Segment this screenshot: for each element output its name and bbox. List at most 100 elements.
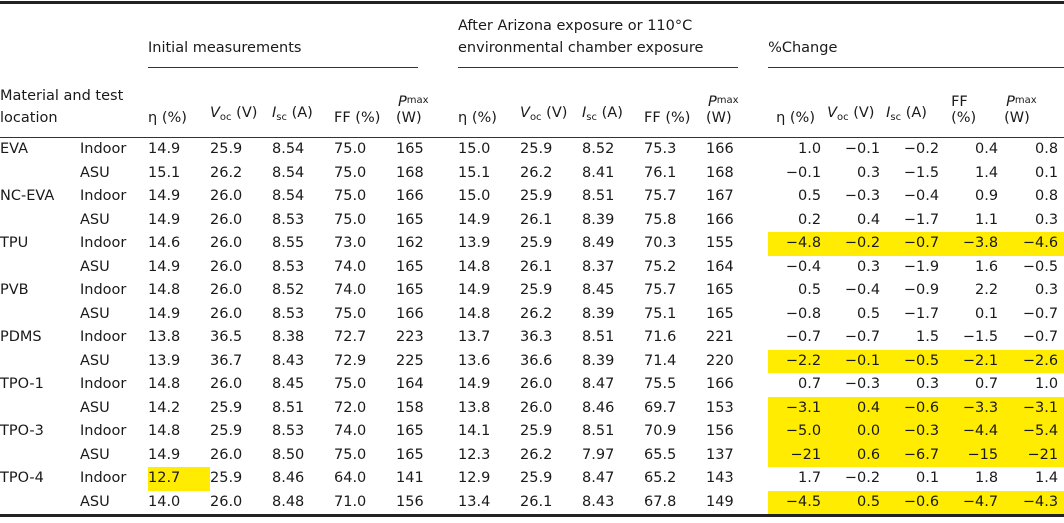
initial-value-cell: 158 (396, 399, 424, 416)
change-value-cell: −3.8 (945, 232, 1005, 256)
initial-col-header-2: Isc (A) (272, 68, 334, 138)
after-value-cell: 65.2 (644, 470, 677, 486)
initial-value-cell: 26.0 (210, 211, 243, 228)
after-value-cell: 8.39 (582, 352, 615, 369)
material-cell: TPU (0, 235, 29, 251)
table-row: ASU 14.9 26.0 8.53 74.0 165 14.8 26.1 8.37 75.2 16… (0, 256, 1064, 280)
initial-value-cell: 25.9 (210, 470, 243, 486)
change-value-cell: 0.1 (916, 470, 940, 486)
initial-value-cell: 14.8 (148, 282, 181, 298)
change-value-cell: 1.6 (975, 258, 999, 275)
change-value-cell: −4.7 (945, 490, 1005, 516)
change-value-cell: 1.1 (975, 211, 999, 228)
initial-value-cell: 14.9 (148, 211, 181, 228)
change-value-cell: −1.9 (903, 258, 940, 275)
initial-value-cell: 14.9 (148, 188, 181, 204)
after-value-cell: 14.9 (458, 376, 491, 392)
change-value-cell: 0.3 (857, 164, 881, 181)
table-row: PVB Indoor 14.8 26.0 8.52 74.0 165 14.9 25.9 8.45… (0, 279, 1064, 303)
after-value-cell: 8.45 (582, 282, 615, 298)
material-cell: TPO-1 (0, 376, 44, 392)
initial-value-cell: 74.0 (334, 258, 367, 275)
initial-value-cell: 25.9 (210, 399, 243, 416)
location-cell: Indoor (80, 235, 127, 251)
change-value-cell: −0.8 (785, 305, 822, 322)
after-value-cell: 8.49 (582, 235, 615, 251)
change-value-cell: −3.3 (945, 396, 1005, 420)
initial-value-cell: 8.53 (272, 258, 305, 275)
initial-value-cell: 166 (396, 188, 424, 204)
location-cell: ASU (80, 164, 110, 181)
initial-value-cell: 25.9 (210, 141, 243, 157)
after-value-cell: 25.9 (520, 282, 553, 298)
initial-value-cell: 162 (396, 235, 424, 251)
material-header-line2: location (0, 110, 58, 126)
change-value-cell: 0.8 (1035, 141, 1059, 157)
change-value-cell: −0.7 (785, 329, 822, 345)
change-value-cell: −0.3 (844, 188, 881, 204)
change-value-cell: −0.6 (886, 396, 946, 420)
initial-value-cell: 8.54 (272, 164, 305, 181)
table-row: TPO-1 Indoor 14.8 26.0 8.45 75.0 164 14.9 26.0 8.… (0, 373, 1064, 397)
change-value-cell: 0.4 (857, 211, 881, 228)
initial-value-cell: 8.55 (272, 235, 305, 251)
change-value-cell: −4.5 (768, 490, 828, 516)
change-value-cell: −0.7 (1022, 329, 1059, 345)
table-row: ASU 14.9 26.0 8.53 75.0 165 14.9 26.1 8.39 75.8 16… (0, 209, 1064, 233)
initial-value-cell: 165 (396, 446, 424, 463)
change-value-cell: −2.6 (1004, 349, 1064, 373)
initial-col-header-3: FF (%) (334, 68, 396, 138)
after-value-cell: 220 (706, 352, 734, 369)
change-value-cell: 0.5 (827, 490, 887, 516)
after-value-cell: 8.37 (582, 258, 615, 275)
change-value-cell: −0.5 (886, 349, 946, 373)
after-value-cell: 13.8 (458, 399, 491, 416)
initial-value-cell: 26.0 (210, 493, 243, 510)
location-cell: Indoor (80, 282, 127, 298)
after-value-cell: 15.1 (458, 164, 491, 181)
change-value-cell: −0.7 (844, 329, 881, 345)
initial-value-cell: 12.7 (148, 467, 210, 491)
material-cell (0, 256, 80, 280)
location-cell: ASU (80, 211, 110, 228)
after-value-cell: 26.2 (520, 164, 553, 181)
initial-col-header-0: η (%) (148, 68, 210, 138)
initial-value-cell: 165 (396, 141, 424, 157)
initial-value-cell: 26.0 (210, 282, 243, 298)
after-value-cell: 8.39 (582, 305, 615, 322)
initial-value-cell: 8.51 (272, 399, 305, 416)
change-value-cell: −0.2 (903, 141, 940, 157)
change-col-header-4: Pmax (W) (1004, 68, 1064, 138)
initial-value-cell: 225 (396, 352, 424, 369)
initial-value-cell: 168 (396, 164, 424, 181)
after-value-cell: 14.9 (458, 211, 491, 228)
table-row: TPO-3 Indoor 14.8 25.9 8.53 74.0 165 14.1 25.9 8.… (0, 420, 1064, 444)
initial-value-cell: 64.0 (334, 470, 367, 486)
change-value-cell: −4.3 (1004, 490, 1064, 516)
after-value-cell: 137 (706, 446, 734, 463)
material-cell (0, 444, 80, 468)
after-value-cell: 8.39 (582, 211, 615, 228)
after-value-cell: 26.2 (520, 446, 553, 463)
group-initial-label: Initial measurements (148, 37, 419, 68)
after-value-cell: 164 (706, 258, 734, 275)
change-value-cell: −0.1 (844, 141, 881, 157)
after-value-cell: 14.8 (458, 258, 491, 275)
after-col-header-2: Isc (A) (582, 68, 645, 138)
change-value-cell: 0.3 (1035, 282, 1059, 298)
after-value-cell: 75.5 (644, 376, 677, 392)
initial-value-cell: 166 (396, 305, 424, 322)
after-value-cell: 75.1 (644, 305, 677, 322)
after-value-cell: 36.3 (520, 329, 553, 345)
initial-value-cell: 14.6 (148, 235, 181, 251)
change-value-cell: 0.7 (975, 376, 999, 392)
initial-value-cell: 75.0 (334, 446, 367, 463)
after-value-cell: 165 (706, 282, 734, 298)
after-col-header-0: η (%) (458, 68, 521, 138)
initial-value-cell: 26.0 (210, 305, 243, 322)
initial-value-cell: 13.9 (148, 352, 181, 369)
change-value-cell: −0.7 (1022, 305, 1059, 322)
table-row: PDMS Indoor 13.8 36.5 8.38 72.7 223 13.7 36.3 8.5… (0, 326, 1064, 350)
initial-value-cell: 8.45 (272, 376, 305, 392)
change-value-cell: 0.4 (975, 141, 999, 157)
